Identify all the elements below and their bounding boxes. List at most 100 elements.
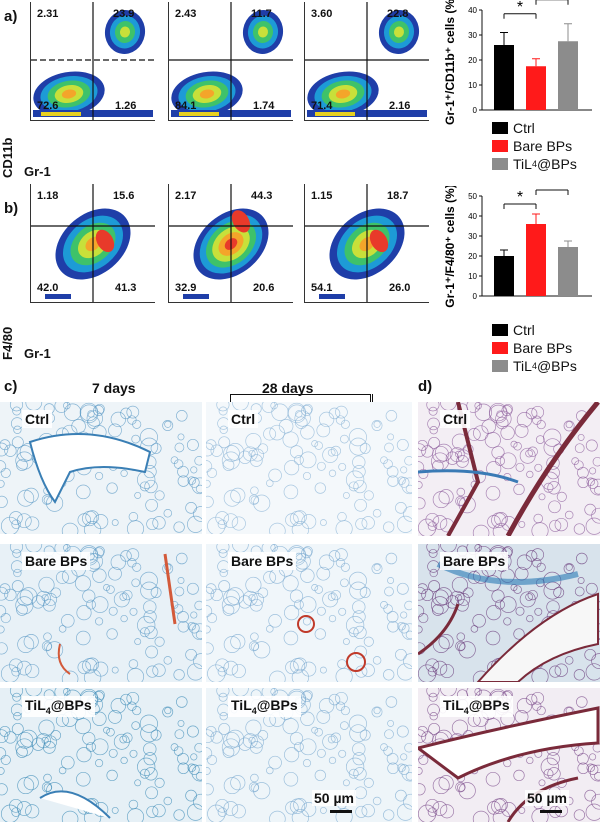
legend-item-til: TiL 4 @BPs (492, 358, 577, 374)
histology-panel: Bare BPs (206, 544, 412, 682)
quadrant-value: 1.26 (115, 100, 137, 112)
flow-plot: 1.18 15.6 42.0 41.3 (30, 184, 155, 303)
y-axis-label: Gr-1⁺/F4/80⁺ cells (%) (443, 186, 457, 308)
histology-row-label: TiL4@BPs (228, 696, 301, 717)
quadrant-value: 41.3 (115, 282, 137, 294)
bar (526, 224, 546, 296)
y-tick-label: 50 (468, 192, 477, 201)
column-title-28-days: 28 days (262, 380, 314, 396)
bar (526, 66, 546, 110)
y-tick-label: 30 (468, 232, 477, 241)
legend-item-bare: Bare BPs (492, 138, 572, 154)
y-tick-label: 0 (473, 292, 478, 301)
significance-star: * (517, 189, 523, 206)
y-axis-label: Gr-1⁺/CD11b⁺ cells (%) (443, 0, 457, 125)
y-tick-label: 20 (468, 56, 477, 65)
quadrant-value: 26.0 (389, 282, 411, 294)
legend-item-bare: Bare BPs (492, 340, 572, 356)
significance-star: * (549, 0, 555, 2)
bar-chart-f480: Gr-1⁺/F4/80⁺ cells (%) 0 10 20 30 40 50 * * (443, 186, 592, 308)
histology-row-label: Ctrl (22, 410, 53, 428)
quadrant-value: 11.7 (251, 8, 272, 20)
bar (558, 247, 578, 296)
quadrant-value: 54.1 (311, 282, 333, 294)
histology-panel: Ctrl (206, 402, 412, 534)
quadrant-value: 84.1 (175, 100, 197, 112)
histology-row-label: TiL4@BPs (22, 696, 95, 717)
histology-panel: TiL4@BPs (418, 688, 600, 822)
quadrant-value: 20.6 (253, 282, 275, 294)
quadrant-value: 1.15 (311, 190, 333, 202)
panel-label-b: b) (4, 200, 19, 217)
quadrant-value: 2.43 (175, 8, 197, 20)
histology-panel: Bare BPs (0, 544, 202, 682)
histology-row-label: TiL4@BPs (440, 696, 513, 717)
quadrant-value: 2.17 (175, 190, 197, 202)
density-plot-icon (31, 2, 155, 120)
density-plot-icon (305, 2, 429, 120)
quadrant-value: 15.6 (113, 190, 135, 202)
panel-label-a: a) (4, 8, 18, 25)
histology-row-label: Bare BPs (228, 552, 297, 570)
quadrant-value: 18.7 (387, 190, 409, 202)
y-tick-label: 40 (468, 6, 477, 15)
bar (494, 256, 514, 296)
flow-b-y-axis-label: F4/80 (0, 326, 15, 360)
scale-bar-label: 50 µm (312, 790, 356, 806)
bracket-line (370, 394, 371, 404)
flow-plot: 2.31 23.9 72.6 1.26 (30, 2, 155, 121)
tissue-image-icon (418, 402, 600, 536)
quadrant-value: 1.74 (253, 100, 275, 112)
y-tick-label: 10 (468, 272, 477, 281)
density-plot-icon (169, 184, 293, 302)
quadrant-value: 3.60 (311, 8, 333, 20)
quadrant-value: 1.18 (37, 190, 59, 202)
flow-plot: 1.15 18.7 54.1 26.0 (304, 184, 429, 303)
quadrant-value: 2.31 (37, 8, 59, 20)
flow-plot: 2.17 44.3 32.9 20.6 (168, 184, 293, 303)
quadrant-value: 42.0 (37, 282, 59, 294)
legend-item-ctrl: Ctrl (492, 322, 535, 338)
scale-bar (540, 810, 562, 813)
column-title-7-days: 7 days (92, 380, 136, 396)
histology-panel: TiL4@BPs (206, 688, 412, 822)
histology-row-label: Bare BPs (22, 552, 91, 570)
histology-panel: Ctrl (418, 402, 600, 536)
quadrant-value: 2.16 (389, 100, 411, 112)
bracket-line (230, 394, 370, 395)
flow-b-x-axis-label: Gr-1 (24, 346, 51, 361)
panel-label-d: d) (418, 378, 433, 395)
quadrant-value: 44.3 (251, 190, 273, 202)
significance-star: * (549, 186, 555, 192)
density-plot-icon (31, 184, 155, 302)
panel-label-c: c) (4, 378, 18, 395)
quadrant-value: 32.9 (175, 282, 197, 294)
scale-bar (330, 810, 352, 813)
tissue-image-icon (206, 402, 412, 534)
histology-row-label: Bare BPs (440, 552, 509, 570)
y-tick-label: 0 (473, 106, 478, 115)
y-tick-label: 30 (468, 31, 477, 40)
scale-bar-label: 50 µm (525, 790, 569, 806)
quadrant-value: 22.8 (387, 8, 409, 20)
flow-a-y-axis-label: CD11b (0, 137, 15, 178)
y-tick-label: 40 (468, 212, 477, 221)
quadrant-value: 72.6 (37, 100, 59, 112)
density-plot-icon (305, 184, 429, 302)
bar (494, 45, 514, 110)
flow-plot: 3.60 22.8 71.4 2.16 (304, 2, 429, 121)
flow-plot: 2.43 11.7 84.1 1.74 (168, 2, 293, 121)
quadrant-value: 23.9 (113, 8, 135, 20)
significance-star: * (517, 0, 523, 16)
legend-item-til: TiL 4 @BPs (492, 156, 577, 172)
y-tick-label: 10 (468, 81, 477, 90)
y-tick-label: 20 (468, 252, 477, 261)
legend-item-ctrl: Ctrl (492, 120, 535, 136)
flow-a-x-axis-label: Gr-1 (24, 164, 51, 179)
histology-row-label: Ctrl (228, 410, 259, 428)
histology-row-label: Ctrl (440, 410, 471, 428)
quadrant-value: 71.4 (311, 100, 333, 112)
histology-panel: Bare BPs (418, 544, 600, 682)
density-plot-icon (169, 2, 293, 120)
histology-panel: TiL4@BPs (0, 688, 202, 822)
